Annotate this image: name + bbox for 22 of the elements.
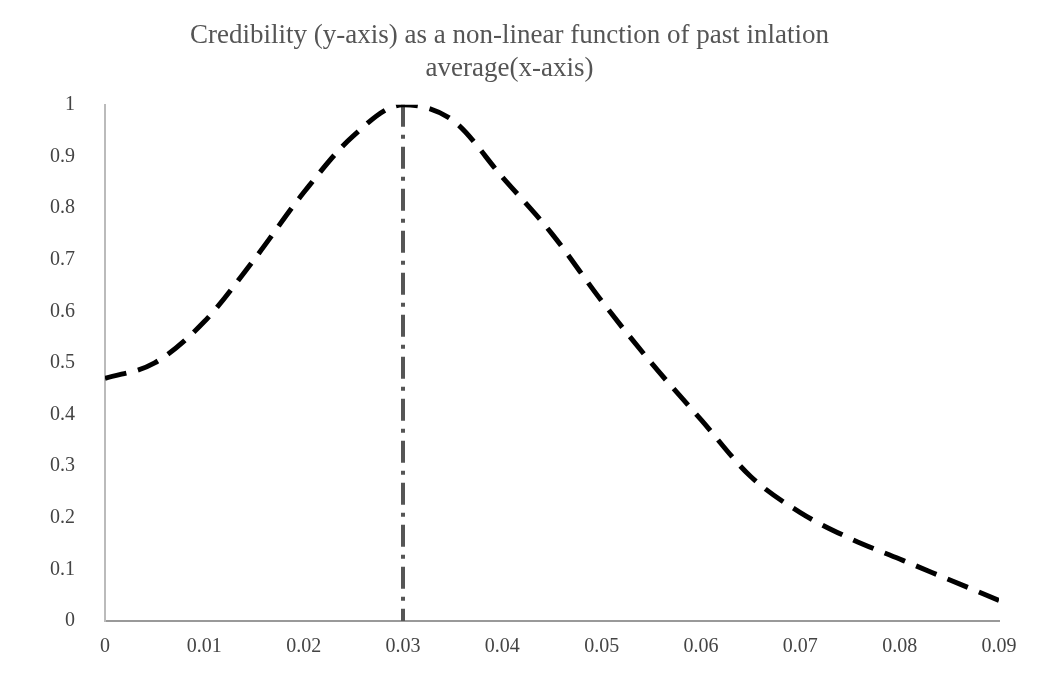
y-tick-label: 0.2 (50, 505, 75, 528)
y-tick-label: 0.5 (50, 350, 75, 373)
x-tick-label: 0.02 (286, 634, 322, 657)
x-tick-label: 0.04 (484, 634, 520, 657)
x-tick-label: 0.07 (782, 634, 818, 657)
chart-title: Credibility (y-axis) as a non-linear function of past inlation average(x-axis) (190, 19, 830, 82)
x-tick-label: 0.01 (186, 634, 222, 657)
x-tick-label: 0.08 (882, 634, 918, 657)
y-tick-label: 1 (65, 92, 75, 115)
y-tick-label: 0.3 (50, 453, 75, 476)
y-tick-label: 0.8 (50, 195, 75, 218)
y-tick-label: 0.6 (50, 298, 75, 321)
x-tick-label: 0 (100, 634, 110, 657)
x-tick-label: 0.03 (385, 634, 421, 657)
y-tick-label: 0.7 (50, 246, 75, 269)
y-tick-label: 0.1 (50, 556, 75, 579)
x-tick-label: 0.06 (683, 634, 719, 657)
y-tick-label: 0.9 (50, 143, 75, 166)
x-tick-label: 0.05 (584, 634, 620, 657)
y-tick-label: 0 (65, 608, 75, 631)
y-tick-label: 0.4 (50, 401, 75, 424)
x-tick-label: 0.09 (981, 634, 1017, 657)
